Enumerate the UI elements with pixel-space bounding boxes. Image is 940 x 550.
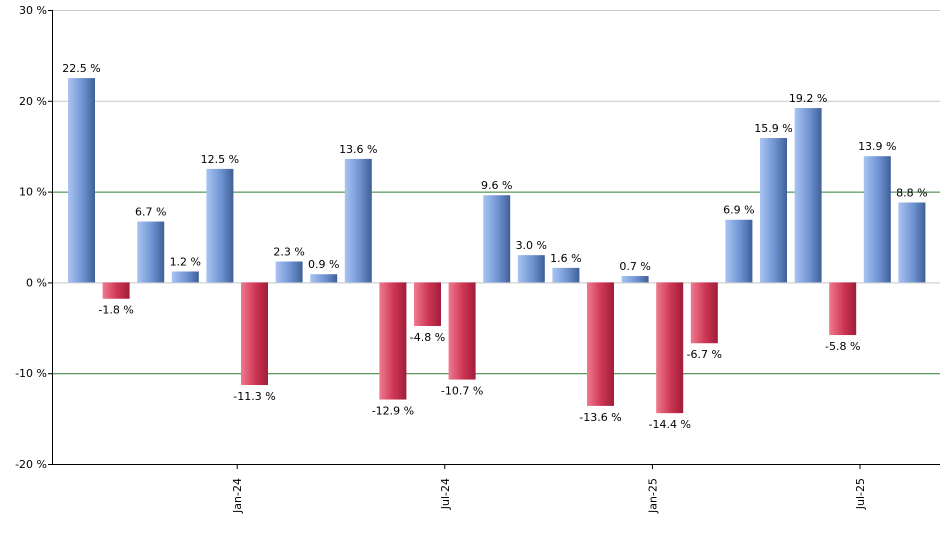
data-label: -6.7 % [687, 348, 722, 361]
bar-positive [206, 168, 234, 283]
data-label: 12.5 % [201, 153, 239, 166]
x-tick-label: Jul-24 [439, 478, 452, 510]
data-label: 0.9 % [308, 258, 339, 271]
bar-positive [794, 108, 822, 283]
bar-positive [517, 255, 545, 283]
y-tick-label: -20 % [15, 458, 47, 471]
bar-negative [829, 282, 857, 336]
data-label: 15.9 % [754, 122, 792, 135]
y-tick-label: -10 % [15, 367, 47, 380]
data-label: 1.2 % [170, 256, 201, 269]
data-label: 1.6 % [550, 252, 581, 265]
bar-positive [621, 276, 649, 283]
bar-negative [414, 282, 441, 326]
bar-positive [344, 158, 372, 283]
bar-positive [760, 138, 787, 283]
bars [68, 78, 926, 414]
bar-negative [241, 282, 268, 386]
bar-positive [275, 261, 303, 283]
data-label: -4.8 % [410, 331, 445, 344]
data-label: 19.2 % [789, 92, 827, 105]
bar-negative [448, 282, 476, 380]
y-tick-label: 10 % [19, 186, 47, 199]
y-tick-label: 20 % [19, 95, 47, 108]
bar-positive [552, 267, 580, 283]
data-label: -10.7 % [441, 385, 483, 398]
bar-negative [379, 282, 407, 400]
data-label: -1.8 % [98, 304, 133, 317]
bar-negative [102, 282, 130, 299]
bar-negative [587, 282, 614, 406]
data-label: 0.7 % [619, 260, 650, 273]
data-label: 9.6 % [481, 179, 512, 192]
data-label: 13.9 % [858, 140, 896, 153]
data-label: -12.9 % [372, 405, 414, 418]
data-label: -11.3 % [233, 390, 275, 403]
data-label: 3.0 % [516, 239, 547, 252]
x-tick-label: Jan-25 [646, 478, 659, 514]
bar-positive [483, 195, 511, 283]
bar-positive [68, 78, 95, 283]
labels: 30 % 20 % 10 % 0 % -10 % -20 % 22.5 % -1.8 % 6.7… [15, 4, 928, 514]
data-label: 8.8 % [896, 186, 927, 199]
x-tick-label: Jul-25 [854, 478, 867, 510]
y-tick-label: 0 % [26, 276, 47, 289]
bar-positive [171, 271, 199, 283]
bar-positive [898, 202, 926, 283]
bar-negative [690, 282, 718, 344]
data-label: 13.6 % [339, 143, 377, 156]
data-label: -13.6 % [579, 411, 621, 424]
axes [48, 10, 940, 469]
data-label: 6.7 % [135, 206, 166, 219]
data-label: 22.5 % [62, 62, 100, 75]
data-label: 2.3 % [273, 246, 304, 259]
data-label: -14.4 % [648, 418, 690, 431]
bar-positive [863, 156, 891, 283]
x-tick-label: Jan-24 [231, 478, 244, 514]
bar-positive [725, 219, 753, 283]
bar-positive [310, 274, 338, 283]
y-tick-label: 30 % [19, 4, 47, 17]
data-label: -5.8 % [825, 340, 860, 353]
bar-positive [137, 221, 165, 283]
bar-negative [656, 282, 684, 414]
data-label: 6.9 % [723, 204, 754, 217]
